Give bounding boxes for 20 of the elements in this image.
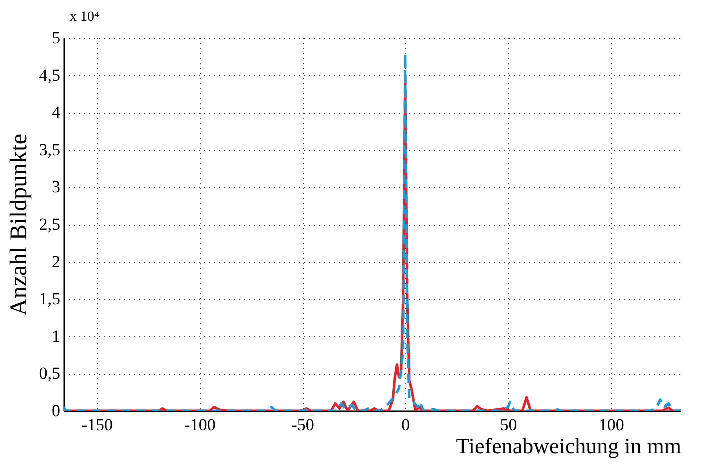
x-axis-title: Tiefenabweichung in mm: [456, 434, 682, 458]
y-tick-label: 0: [52, 402, 60, 420]
y-tick-label: 4: [52, 103, 61, 122]
y-tick-label: 2,5: [39, 215, 60, 234]
y-tick-label: 1,5: [39, 290, 60, 309]
x-tick-label: 0: [402, 416, 410, 434]
y-tick-label: 5: [52, 28, 60, 48]
y-tick-label: 0,5: [39, 364, 60, 384]
x-tick-label: 50: [500, 416, 518, 434]
y-tick-label: 3,5: [39, 140, 60, 160]
y-tick-label: 4,5: [39, 66, 60, 85]
x-tick-label: 100: [598, 416, 624, 434]
x-tick-label: -150: [82, 416, 113, 434]
x-tick-label: -100: [184, 416, 216, 434]
y-tick-label: 2: [52, 252, 60, 272]
y-tick-label: 1: [52, 326, 60, 346]
y-axis-title: Anzahl Bildpunkte: [6, 134, 32, 316]
text: x 10⁴: [70, 10, 100, 25]
x-tick-label: -50: [292, 416, 314, 434]
y-tick-label: 3: [52, 178, 60, 197]
